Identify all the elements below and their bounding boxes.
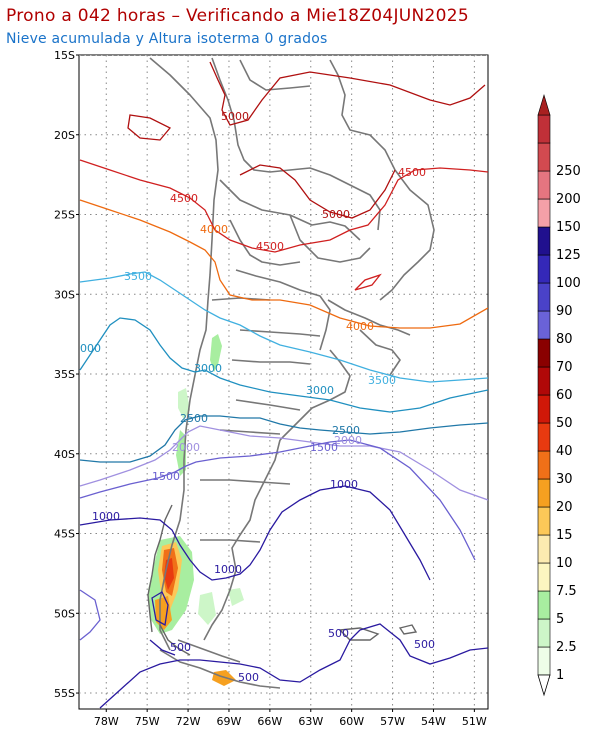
contour-label: 3000	[306, 384, 334, 397]
colorbar-swatch	[537, 394, 551, 424]
colorbar-label: 100	[556, 276, 581, 291]
colorbar-min-arrow	[537, 674, 551, 697]
contour-label: 2500	[180, 412, 208, 425]
contour-label: 3000	[194, 362, 222, 375]
colorbar-label: 90	[556, 304, 573, 319]
colorbar-swatch	[537, 534, 551, 564]
contour-label: 2000	[172, 441, 200, 454]
colorbar-label: 80	[556, 332, 573, 347]
contour-label: 4500	[170, 192, 198, 205]
lat-tick-label: 25S	[54, 209, 75, 222]
contour-label: 500	[328, 627, 349, 640]
colorbar-label: 5	[556, 612, 564, 627]
lon-tick-label: 57W	[380, 715, 405, 728]
colorbar-swatch	[537, 450, 551, 480]
latitude-tick-labels: 15S 20S 25S 30S 35S 40S 45S 50S 55S	[54, 49, 79, 700]
contour-label: 2500	[332, 424, 360, 437]
contour-label: 1500	[310, 441, 338, 454]
lon-tick-label: 66W	[257, 715, 282, 728]
colorbar-swatch	[537, 590, 551, 620]
lon-tick-label: 63W	[298, 715, 323, 728]
isotherm-contours	[79, 61, 488, 709]
colorbar-swatch	[537, 478, 551, 508]
contour-labels: 5000 5000 4500 4500 4500 4000 4000 3500 …	[80, 110, 435, 684]
colorbar-swatch	[537, 282, 551, 312]
contour-label: 1000	[92, 510, 120, 523]
contour-label: 1000	[214, 563, 242, 576]
lon-tick-label: 75W	[135, 715, 160, 728]
lon-tick-label: 60W	[339, 715, 364, 728]
contour-label: 1000	[330, 478, 358, 491]
colorbar-swatch	[537, 198, 551, 228]
colorbar-max-arrow	[537, 93, 551, 116]
colorbar-swatch	[537, 254, 551, 284]
colorbar-label: 125	[556, 248, 581, 263]
colorbar-swatch	[537, 506, 551, 536]
colorbar-swatch	[537, 310, 551, 340]
lat-tick-label: 30S	[54, 288, 75, 301]
lon-tick-label: 78W	[94, 715, 119, 728]
colorbar-swatch	[537, 226, 551, 256]
contour-label: 500	[170, 641, 191, 654]
colorbar-swatch	[537, 338, 551, 368]
colorbar-label: 20	[556, 500, 573, 515]
colorbar-swatch	[537, 170, 551, 200]
colorbar-label: 40	[556, 444, 573, 459]
colorbar-swatch	[537, 142, 551, 172]
map-title: Prono a 042 horas – Verificando a Mie18Z…	[6, 6, 470, 26]
colorbar-swatch	[537, 646, 551, 676]
colorbar-label: 15	[556, 528, 573, 543]
lon-tick-label: 69W	[217, 715, 242, 728]
colorbar-label: 1	[556, 668, 564, 683]
colorbar-swatch	[537, 562, 551, 592]
colorbar-swatch	[537, 114, 551, 144]
colorbar-label: 10	[556, 556, 573, 571]
map-subtitle: Nieve acumulada y Altura isoterma 0 grad…	[6, 31, 328, 47]
colorbar-label: 70	[556, 360, 573, 375]
contour-label: 1500	[152, 470, 180, 483]
contour-label: 500	[414, 638, 435, 651]
lat-tick-label: 55S	[54, 687, 75, 700]
contour-label: 4000	[200, 223, 228, 236]
colorbar-label: 250	[556, 164, 581, 179]
colorbar-label: 7.5	[556, 584, 577, 599]
contour-label: 2000	[334, 434, 362, 447]
contour-label: 5000	[221, 110, 249, 123]
lat-tick-label: 15S	[54, 49, 75, 62]
contour-label: 500	[238, 671, 259, 684]
colorbar: 1 2.5 5 7.5 10 15 20 30 40 50 60 70 80 90 100 125 150 200…	[537, 93, 581, 697]
colorbar-label: 150	[556, 220, 581, 235]
contour-label: 4000	[346, 320, 374, 333]
colorbar-label: 200	[556, 192, 581, 207]
colorbar-swatch	[537, 618, 551, 648]
lon-tick-label: 51W	[462, 715, 487, 728]
lat-tick-label: 45S	[54, 528, 75, 541]
contour-label: 4500	[398, 166, 426, 179]
colorbar-label: 50	[556, 416, 573, 431]
colorbar-label: 2.5	[556, 640, 577, 655]
colorbar-label: 30	[556, 472, 573, 487]
contour-label: 3500	[368, 374, 396, 387]
contour-label: 5000	[322, 208, 350, 221]
longitude-tick-labels: 78W 75W 72W 69W 66W 63W 60W 57W 54W 51W	[94, 709, 487, 728]
colorbar-label: 60	[556, 388, 573, 403]
lat-tick-label: 20S	[54, 129, 75, 142]
lon-tick-label: 54W	[421, 715, 446, 728]
contour-label: 3500	[124, 270, 152, 283]
lat-tick-label: 40S	[54, 448, 75, 461]
colorbar-swatch	[537, 422, 551, 452]
lat-tick-label: 35S	[54, 368, 75, 381]
colorbar-swatch	[537, 366, 551, 396]
borders	[149, 57, 435, 689]
lon-tick-label: 72W	[176, 715, 201, 728]
lat-tick-label: 50S	[54, 607, 75, 620]
contour-label: 4500	[256, 240, 284, 253]
contour-label: 000	[80, 342, 101, 355]
